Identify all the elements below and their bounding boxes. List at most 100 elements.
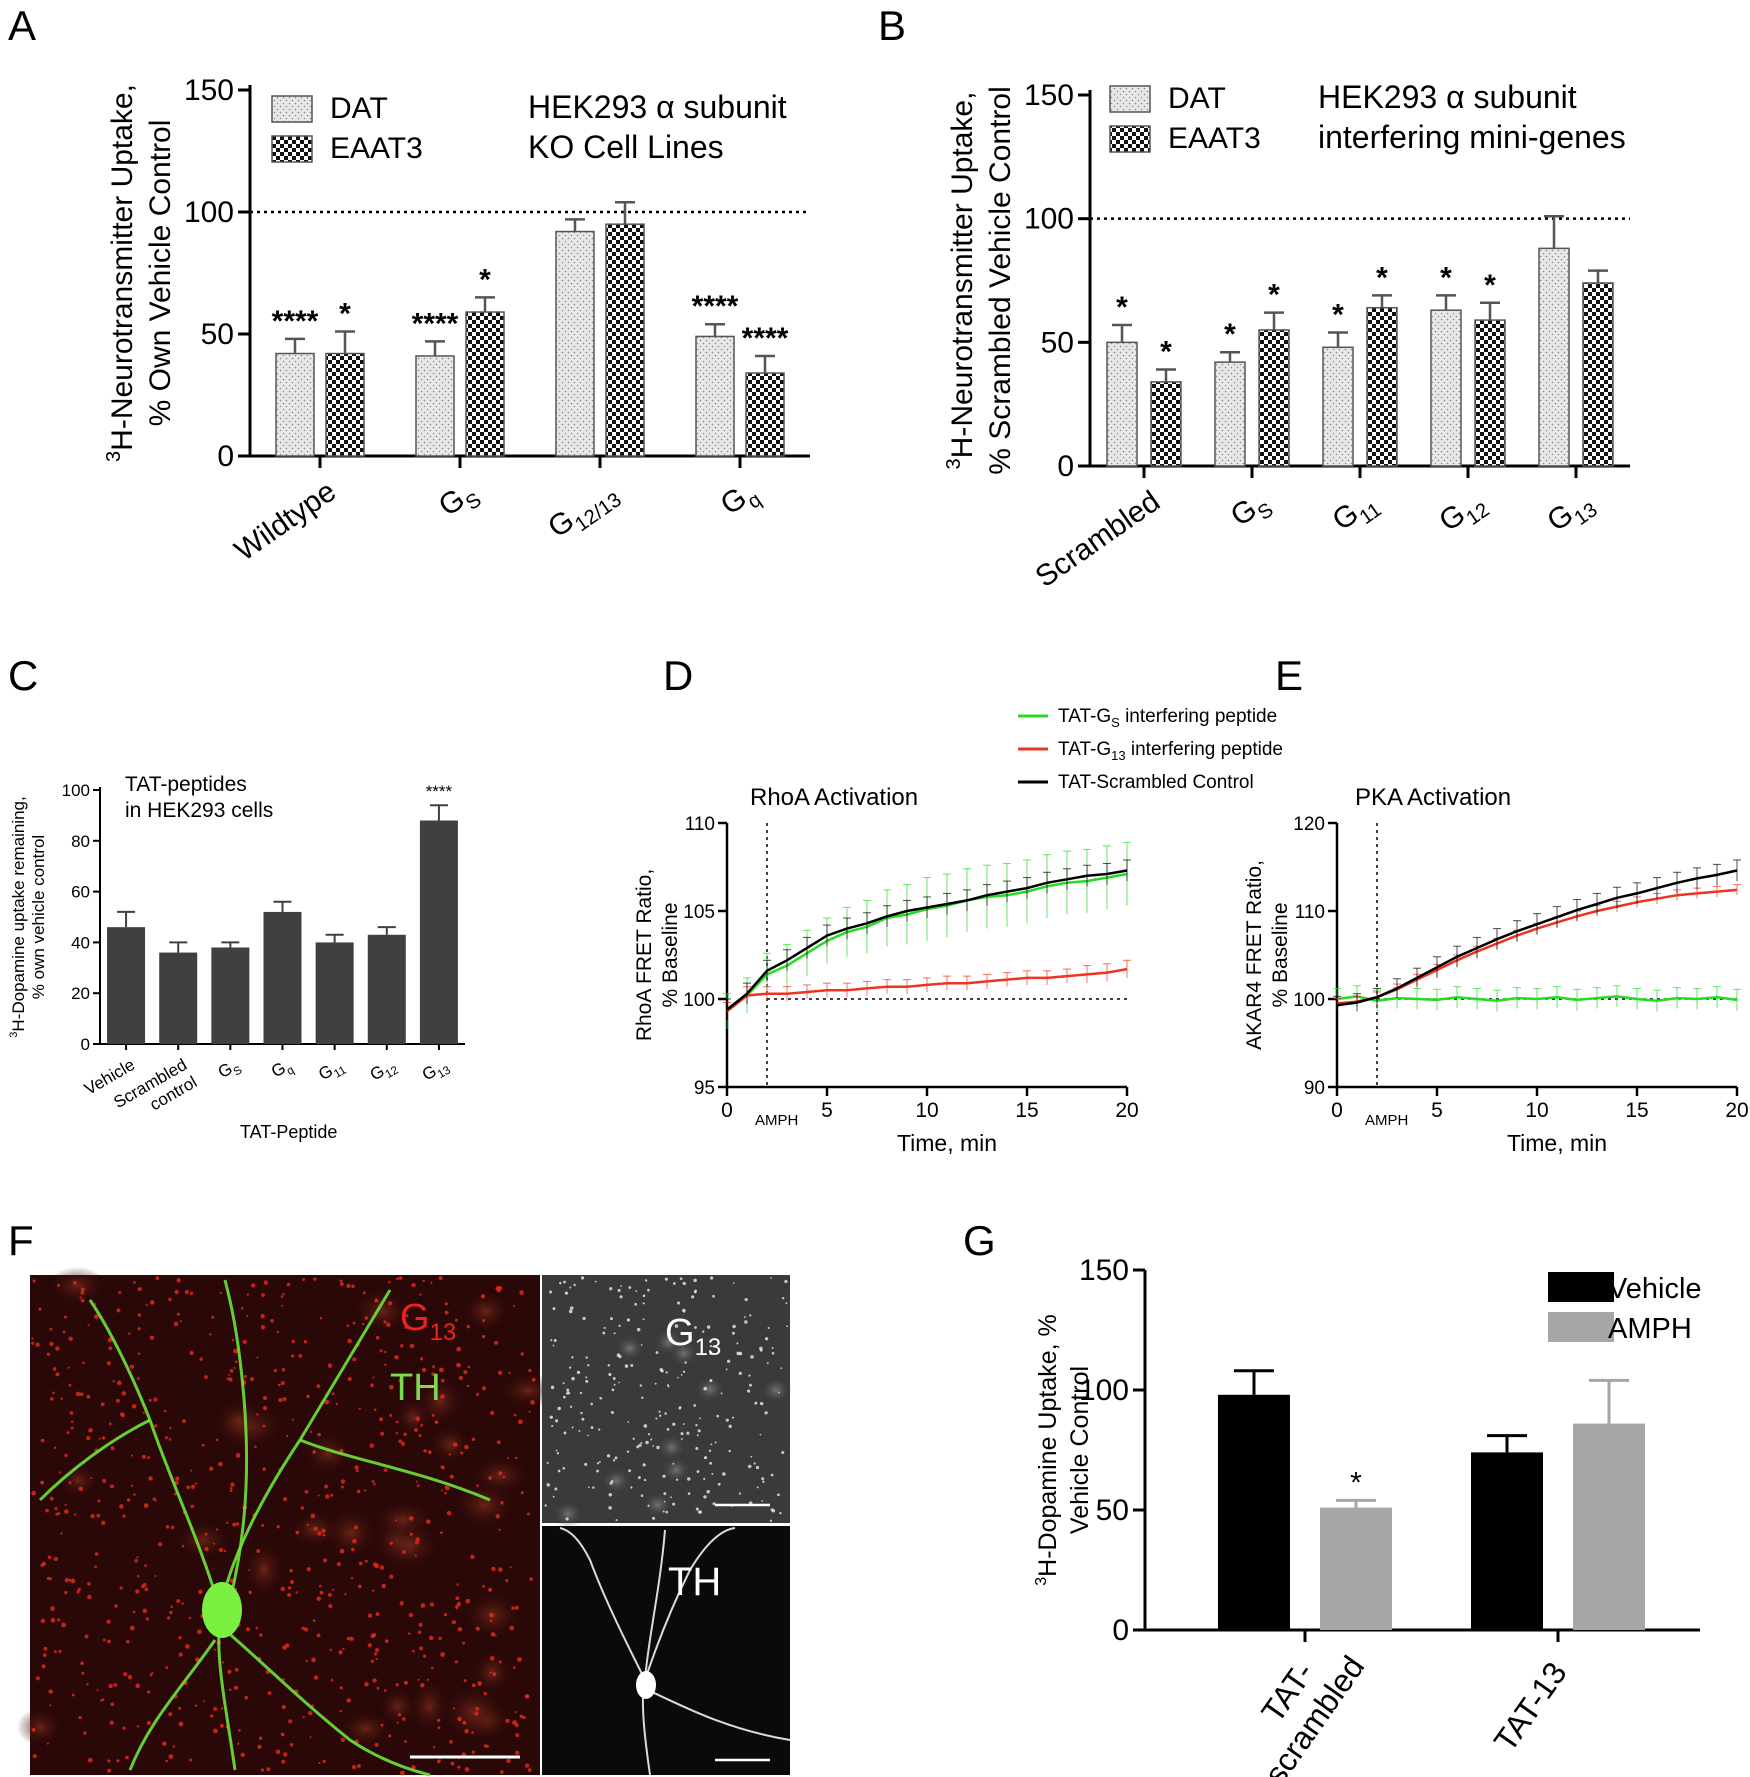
red-puncta	[440, 1489, 443, 1492]
red-puncta	[364, 1681, 369, 1687]
red-puncta	[70, 1420, 74, 1424]
gray-puncta	[716, 1414, 720, 1418]
y-tick-label: 120	[1293, 814, 1325, 835]
red-puncta	[46, 1352, 51, 1357]
gray-puncta	[759, 1433, 762, 1436]
red-puncta	[133, 1281, 136, 1284]
red-puncta	[449, 1739, 453, 1744]
red-puncta	[316, 1633, 321, 1638]
red-puncta	[316, 1596, 321, 1601]
red-puncta	[313, 1526, 318, 1531]
red-puncta	[64, 1503, 67, 1506]
red-puncta	[286, 1434, 289, 1438]
red-puncta	[520, 1352, 524, 1356]
red-puncta	[55, 1346, 60, 1351]
red-puncta	[162, 1741, 167, 1746]
red-puncta	[229, 1578, 234, 1583]
red-puncta	[107, 1768, 112, 1773]
red-puncta	[73, 1513, 77, 1516]
gray-puncta	[576, 1370, 581, 1375]
gray-puncta	[779, 1512, 782, 1515]
red-puncta	[237, 1742, 240, 1745]
red-puncta	[372, 1376, 375, 1379]
red-puncta	[153, 1424, 158, 1428]
red-puncta	[497, 1370, 503, 1375]
red-puncta	[77, 1587, 81, 1592]
gray-puncta	[759, 1346, 763, 1351]
bar-vehicle	[1218, 1394, 1290, 1630]
significance-label: ****	[426, 782, 453, 801]
red-puncta	[462, 1641, 466, 1645]
gray-cell-glow	[693, 1375, 726, 1404]
legend-label-pre: TAT-G	[1058, 739, 1111, 760]
cell-glow	[460, 1290, 510, 1333]
red-puncta	[280, 1381, 285, 1386]
red-puncta	[488, 1587, 493, 1592]
red-puncta	[458, 1375, 463, 1381]
red-puncta	[219, 1291, 222, 1294]
red-puncta	[370, 1659, 374, 1663]
red-puncta	[71, 1693, 75, 1697]
red-puncta	[90, 1514, 95, 1519]
red-puncta	[262, 1395, 268, 1401]
cell-glow	[243, 1540, 285, 1599]
red-puncta	[94, 1565, 97, 1569]
y-tick-label: 105	[683, 902, 715, 923]
gray-puncta	[767, 1326, 770, 1330]
red-puncta	[431, 1413, 435, 1417]
red-puncta	[394, 1355, 399, 1360]
legend-label: TAT-Scrambled Control	[1058, 772, 1254, 793]
gray-puncta	[599, 1396, 602, 1400]
red-puncta	[513, 1666, 516, 1669]
red-puncta	[102, 1478, 107, 1483]
red-puncta	[456, 1346, 461, 1352]
gray-puncta	[562, 1382, 565, 1385]
gray-puncta	[736, 1342, 739, 1345]
gray-puncta	[551, 1425, 554, 1428]
gray-puncta	[785, 1302, 788, 1305]
red-puncta	[40, 1438, 45, 1443]
red-puncta	[146, 1720, 152, 1726]
red-puncta	[394, 1519, 397, 1522]
gray-puncta	[706, 1325, 711, 1329]
red-puncta	[322, 1759, 326, 1764]
red-puncta	[137, 1313, 142, 1317]
red-puncta	[176, 1278, 181, 1283]
red-puncta	[132, 1610, 136, 1614]
chart-g: 0 50 100 150 3H-Dopamine Uptake, % Vehicle Co…	[1033, 1254, 1702, 1777]
red-puncta	[374, 1652, 378, 1656]
gray-puncta	[630, 1486, 633, 1489]
bar-eaat3	[605, 223, 645, 457]
red-puncta	[457, 1626, 463, 1632]
red-puncta	[79, 1296, 82, 1299]
red-puncta	[83, 1731, 87, 1735]
gray-puncta	[615, 1519, 618, 1522]
red-puncta	[374, 1742, 379, 1747]
red-puncta	[524, 1694, 530, 1699]
legend-label: TAT-GS interfering peptide	[1058, 706, 1277, 730]
red-puncta	[396, 1277, 400, 1281]
y-axis-label-sup: 3	[1033, 1577, 1050, 1586]
red-puncta	[456, 1601, 462, 1607]
gray-puncta	[587, 1434, 589, 1437]
x-axis-label: Time, min	[1507, 1130, 1607, 1156]
x-category-label: GS	[1225, 493, 1278, 533]
red-puncta	[531, 1377, 536, 1382]
green-neurite	[223, 1279, 249, 1601]
red-puncta	[280, 1732, 285, 1737]
gray-puncta	[770, 1277, 772, 1279]
gray-puncta	[728, 1424, 732, 1429]
gray-puncta	[612, 1377, 616, 1381]
red-puncta	[118, 1291, 122, 1295]
x-tick-label: 5	[821, 1099, 833, 1122]
gray-puncta	[628, 1286, 632, 1289]
gray-puncta	[736, 1351, 740, 1356]
red-puncta	[386, 1322, 391, 1328]
gray-puncta	[546, 1461, 549, 1464]
red-puncta	[248, 1569, 251, 1572]
red-puncta	[346, 1324, 350, 1328]
red-puncta	[182, 1419, 187, 1424]
red-puncta	[49, 1341, 54, 1347]
red-puncta	[78, 1486, 84, 1492]
red-puncta	[358, 1561, 363, 1566]
